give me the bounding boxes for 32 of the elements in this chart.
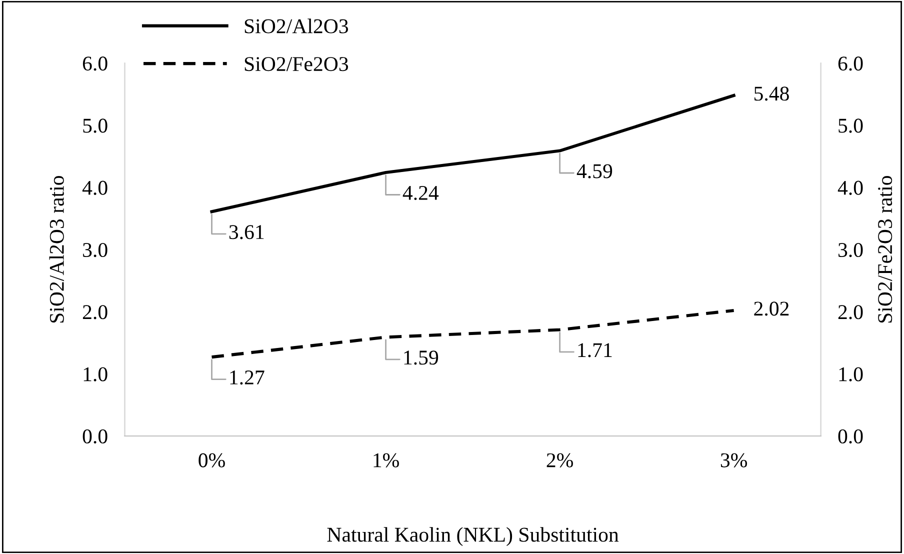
legend-label: SiO2/Al2O3 [244,18,348,34]
y-tick-label: 0.0 [82,429,108,444]
data-label: 5.48 [754,86,789,101]
data-label: 3.61 [229,225,264,240]
y-tick-label: 1.0 [84,367,108,382]
x-axis-title: Natural Kaolin (NKL) Substitution [327,527,619,546]
data-label: 4.59 [576,164,612,178]
data-label: 2.02 [754,302,789,316]
x-tick-label: 2% [546,453,573,468]
data-label: 4.24 [402,186,439,200]
y2-tick-label: 0.0 [838,429,863,444]
y-tick-label: 3.0 [83,242,108,258]
y-axis-title: SiO2/Al2O3 ratio [49,176,64,323]
y-tick-label: 5.0 [83,118,108,133]
y2-tick-label: 2.0 [838,305,863,320]
y2-tick-label: 4.0 [838,180,863,195]
y-tick-label: 2.0 [82,305,108,320]
y2-tick-label: 6.0 [838,56,863,71]
line-series [210,94,736,214]
y2-tick-label: 5.0 [838,118,863,133]
y-tick-label: 6.0 [82,56,108,71]
y-tick-label: 4.0 [82,180,108,195]
x-tick-label: 1% [374,453,399,468]
data-label: 1.27 [230,370,264,385]
y2-axis-title: SiO2/Fe2O3 ratio [878,176,892,323]
y2-tick-label: 3.0 [838,242,863,258]
x-tick-label: 3% [720,453,747,468]
y2-tick-label: 1.0 [839,367,863,382]
legend-label: SiO2/Fe2O3 [244,57,348,72]
data-label: 1.59 [404,350,438,365]
x-tick-label: 0% [198,453,225,468]
data-label: 1.71 [578,343,612,358]
